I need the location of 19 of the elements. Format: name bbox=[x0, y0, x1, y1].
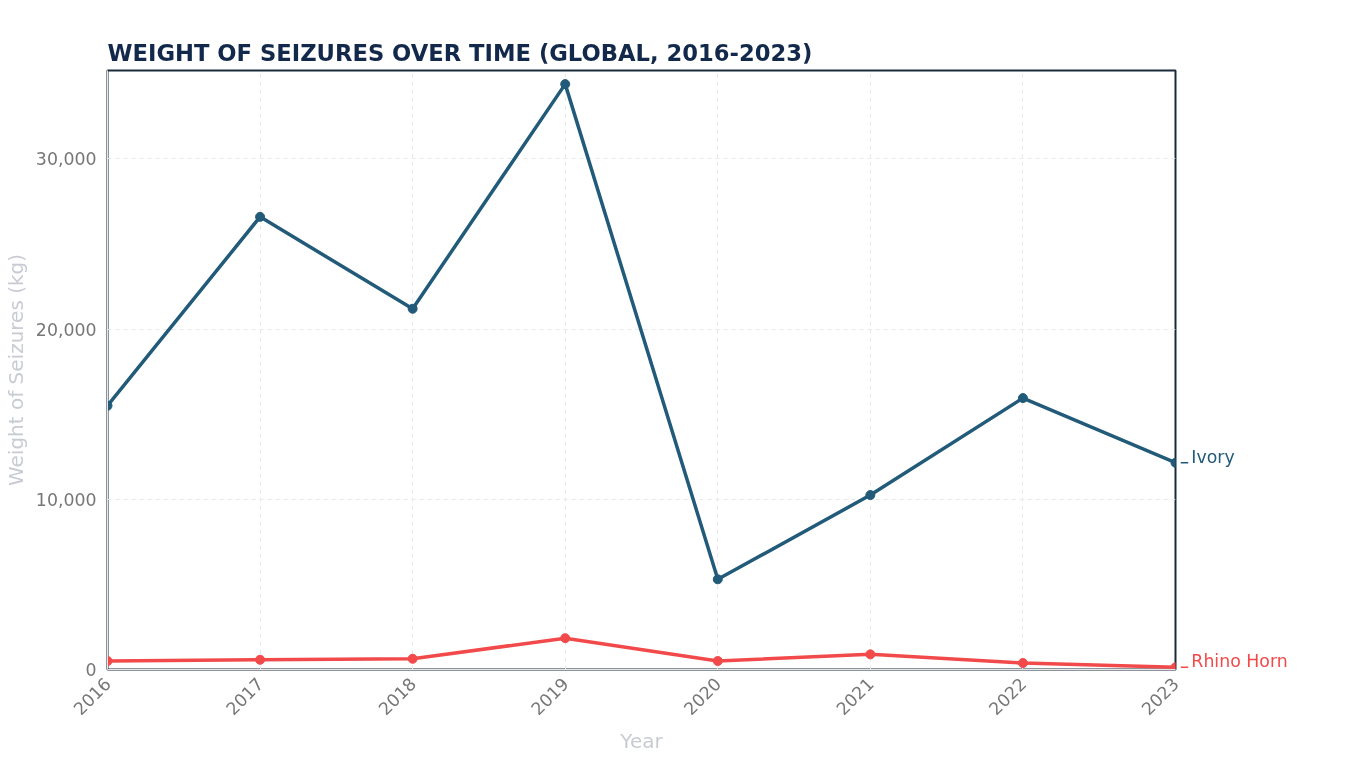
point bbox=[712, 656, 723, 666]
point bbox=[407, 653, 418, 664]
point bbox=[560, 79, 571, 90]
point bbox=[255, 654, 266, 665]
legend-label: Rhino Horn bbox=[1191, 651, 1288, 672]
point bbox=[712, 574, 723, 585]
y-tick-label: 0 bbox=[85, 660, 97, 680]
point bbox=[1017, 393, 1028, 404]
point bbox=[1017, 658, 1028, 669]
point bbox=[865, 649, 876, 660]
point bbox=[407, 303, 418, 314]
chart-title: WEIGHT OF SEIZURES OVER TIME (GLOBAL, 2016-2023) bbox=[107, 39, 813, 66]
y-tick-label: 30,000 bbox=[35, 149, 97, 170]
point bbox=[560, 633, 571, 644]
y-tick-label: 20,000 bbox=[35, 319, 97, 340]
y-tick-label: 10,000 bbox=[35, 489, 97, 510]
point bbox=[255, 211, 266, 222]
legend-label: Ivory bbox=[1191, 446, 1235, 467]
point bbox=[865, 490, 876, 501]
